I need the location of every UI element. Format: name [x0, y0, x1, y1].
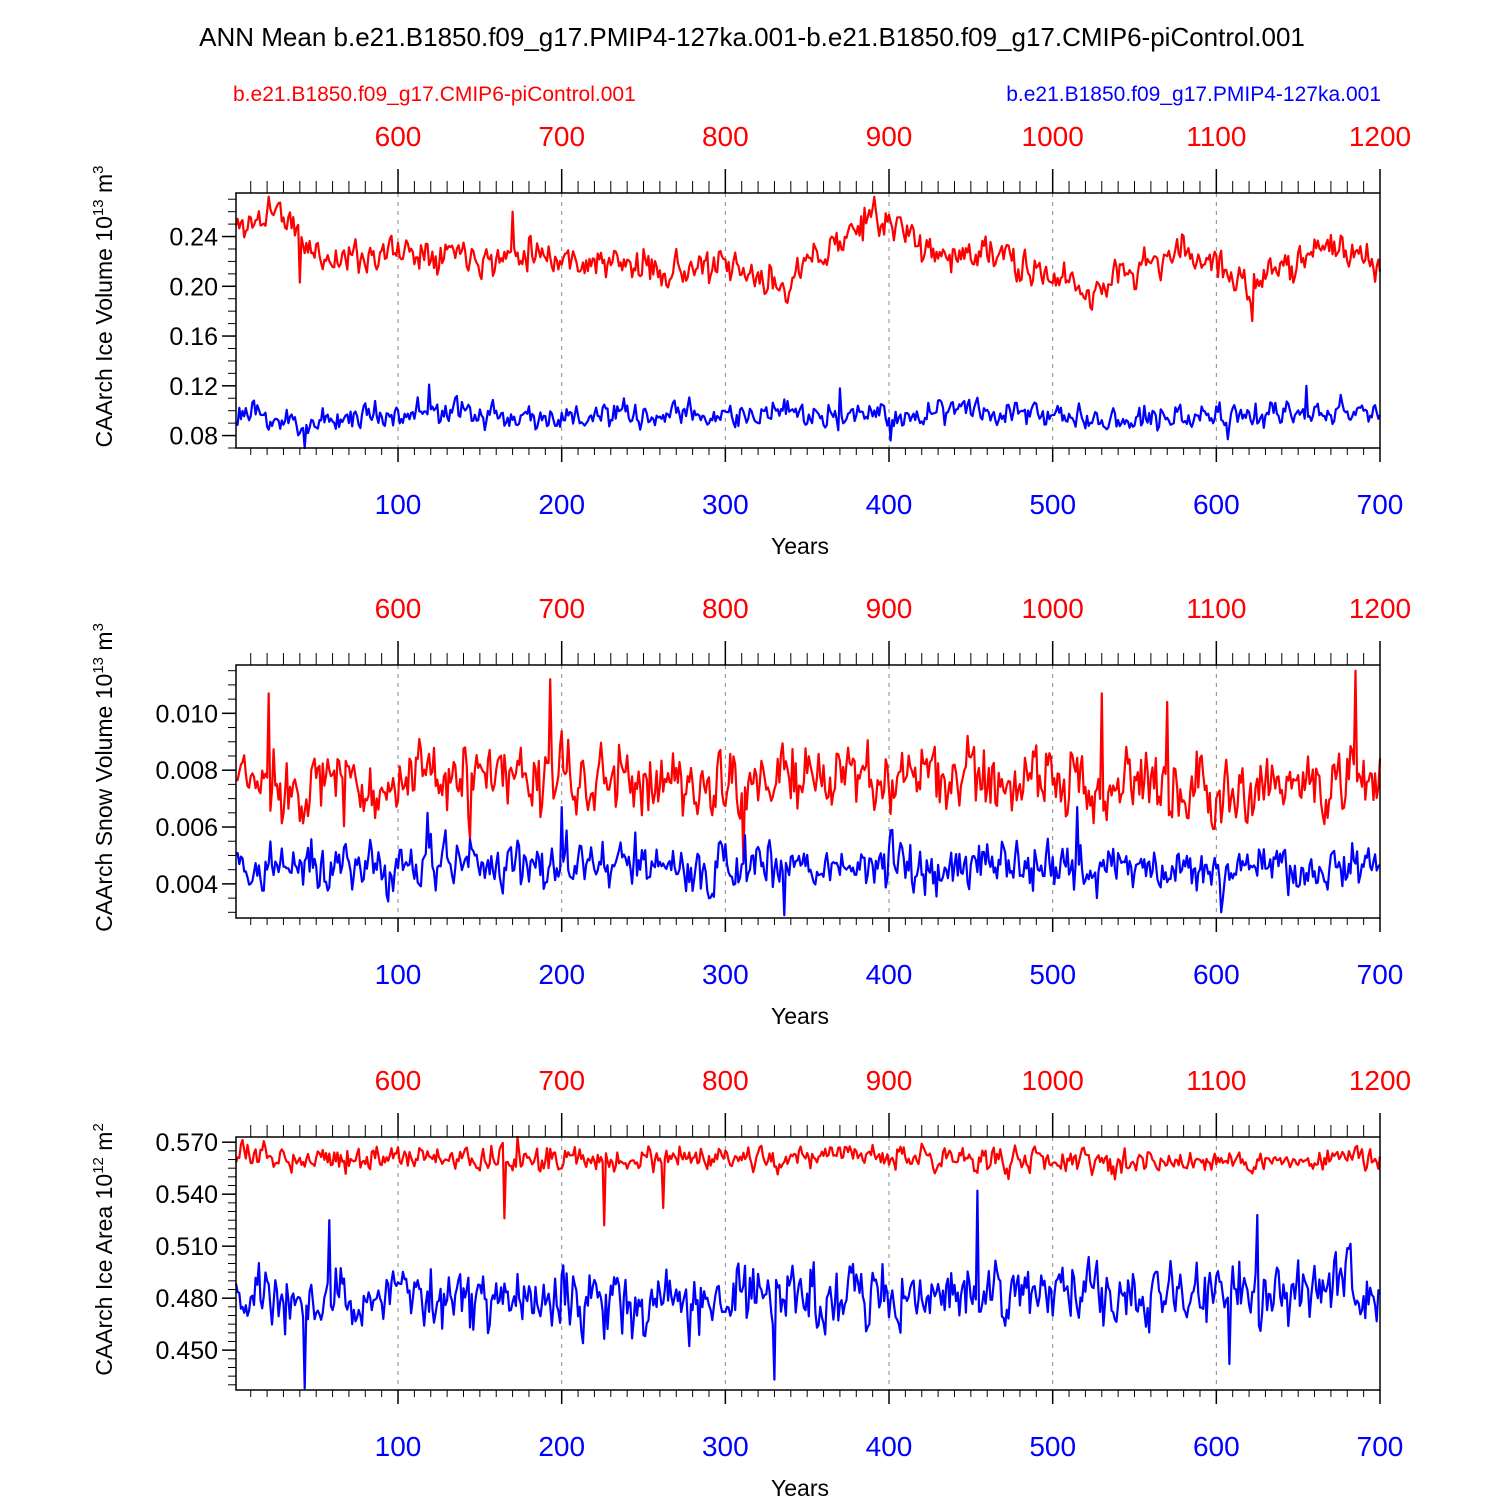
x-top-tick-label: 1200 — [1349, 1065, 1411, 1096]
y-tick-label: 0.008 — [155, 757, 218, 785]
y-tick-label: 0.540 — [155, 1181, 218, 1209]
x-bottom-tick-label: 100 — [375, 959, 422, 990]
panels: 0.08 0.12 0.16 0.20 0.24 100 200 300 400 500 600 70… — [90, 121, 1411, 1500]
x-bottom-tick-label: 100 — [375, 1431, 422, 1462]
x-top-tick-label: 1200 — [1349, 593, 1411, 624]
x-bottom-tick-label: 400 — [866, 489, 913, 520]
panel-3: 0.450 0.480 0.510 0.540 0.570 100 200 300 400 500… — [90, 1065, 1411, 1500]
y-tick-label: 0.24 — [169, 224, 218, 252]
x-top-tick-label: 800 — [702, 1065, 749, 1096]
y-tick-label: 0.480 — [155, 1285, 218, 1313]
y-tick-label: 0.510 — [155, 1233, 218, 1261]
x-bottom-tick-label: 600 — [1193, 959, 1240, 990]
legend-pmip: b.e21.B1850.f09_g17.PMIP4-127ka.001 — [1006, 83, 1381, 106]
x-bottom-tick-label: 500 — [1029, 959, 1076, 990]
y-axis-title: CAArch Ice Volume 1013 m3 — [90, 166, 117, 448]
x-bottom-tick-label: 500 — [1029, 1431, 1076, 1462]
panel-2: 0.004 0.006 0.008 0.010 100 200 300 400 500 600 70… — [90, 593, 1411, 1029]
y-tick-label: 0.16 — [169, 323, 218, 351]
x-bottom-tick-label: 300 — [702, 1431, 749, 1462]
x-top-tick-label: 1100 — [1186, 593, 1246, 624]
panel-1: 0.08 0.12 0.16 0.20 0.24 100 200 300 400 500 600 70… — [90, 121, 1411, 559]
x-top-tick-label: 1000 — [1022, 1065, 1084, 1096]
x-top-tick-label: 700 — [538, 1065, 585, 1096]
y-tick-label: 0.450 — [155, 1337, 218, 1365]
x-bottom-tick-label: 100 — [375, 489, 422, 520]
x-axis-title: Years — [771, 533, 829, 559]
x-bottom-tick-label: 300 — [702, 959, 749, 990]
x-axis-title: Years — [771, 1475, 829, 1500]
plot-frame — [235, 192, 1381, 449]
x-top-tick-label: 1000 — [1022, 121, 1084, 152]
x-top-tick-label: 600 — [375, 1065, 422, 1096]
x-top-tick-label: 900 — [866, 593, 913, 624]
x-top-tick-label: 700 — [538, 593, 585, 624]
x-bottom-tick-label: 400 — [866, 1431, 913, 1462]
x-bottom-tick-label: 700 — [1357, 959, 1404, 990]
x-bottom-tick-label: 600 — [1193, 489, 1240, 520]
x-top-tick-label: 800 — [702, 593, 749, 624]
x-top-tick-label: 800 — [702, 121, 749, 152]
x-top-tick-label: 700 — [538, 121, 585, 152]
series-line-pmip — [235, 383, 1382, 450]
x-top-tick-label: 1000 — [1022, 593, 1084, 624]
y-tick-label: 0.20 — [169, 273, 218, 301]
x-bottom-tick-label: 200 — [538, 959, 585, 990]
figure-title: ANN Mean b.e21.B1850.f09_g17.PMIP4-127ka… — [199, 22, 1305, 52]
y-tick-label: 0.12 — [169, 373, 218, 401]
x-top-tick-label: 1100 — [1186, 121, 1246, 152]
x-bottom-tick-label: 200 — [538, 1431, 585, 1462]
y-axis-title: CAArch Snow Volume 1013 m3 — [90, 623, 117, 932]
x-top-tick-label: 600 — [375, 593, 422, 624]
y-tick-label: 0.010 — [155, 700, 218, 728]
x-bottom-tick-label: 600 — [1193, 1431, 1240, 1462]
plot-frame — [235, 1136, 1381, 1391]
x-bottom-tick-label: 700 — [1357, 1431, 1404, 1462]
y-tick-label: 0.006 — [155, 814, 218, 842]
series-line-pmip — [234, 1189, 1382, 1390]
legend-control: b.e21.B1850.f09_g17.CMIP6-piControl.001 — [233, 83, 636, 106]
x-bottom-tick-label: 200 — [538, 489, 585, 520]
x-axis-title: Years — [771, 1003, 829, 1029]
x-bottom-tick-label: 300 — [702, 489, 749, 520]
series-line-pmip — [235, 806, 1381, 917]
y-tick-label: 0.08 — [169, 423, 218, 451]
series-line-control — [234, 1135, 1382, 1227]
y-axis-title: CAArch Ice Area 1012 m2 — [90, 1123, 117, 1376]
series-line-control — [236, 669, 1382, 863]
series-line-control — [234, 195, 1382, 323]
x-top-tick-label: 1200 — [1349, 121, 1411, 152]
x-top-tick-label: 900 — [866, 121, 913, 152]
y-tick-label: 0.004 — [155, 871, 218, 899]
x-top-tick-label: 1100 — [1186, 1065, 1246, 1096]
x-bottom-tick-label: 500 — [1029, 489, 1076, 520]
x-top-tick-label: 900 — [866, 1065, 913, 1096]
x-bottom-tick-label: 700 — [1357, 489, 1404, 520]
x-bottom-tick-label: 400 — [866, 959, 913, 990]
y-tick-label: 0.570 — [155, 1129, 218, 1157]
x-top-tick-label: 600 — [375, 121, 422, 152]
plot-frame — [235, 664, 1381, 919]
